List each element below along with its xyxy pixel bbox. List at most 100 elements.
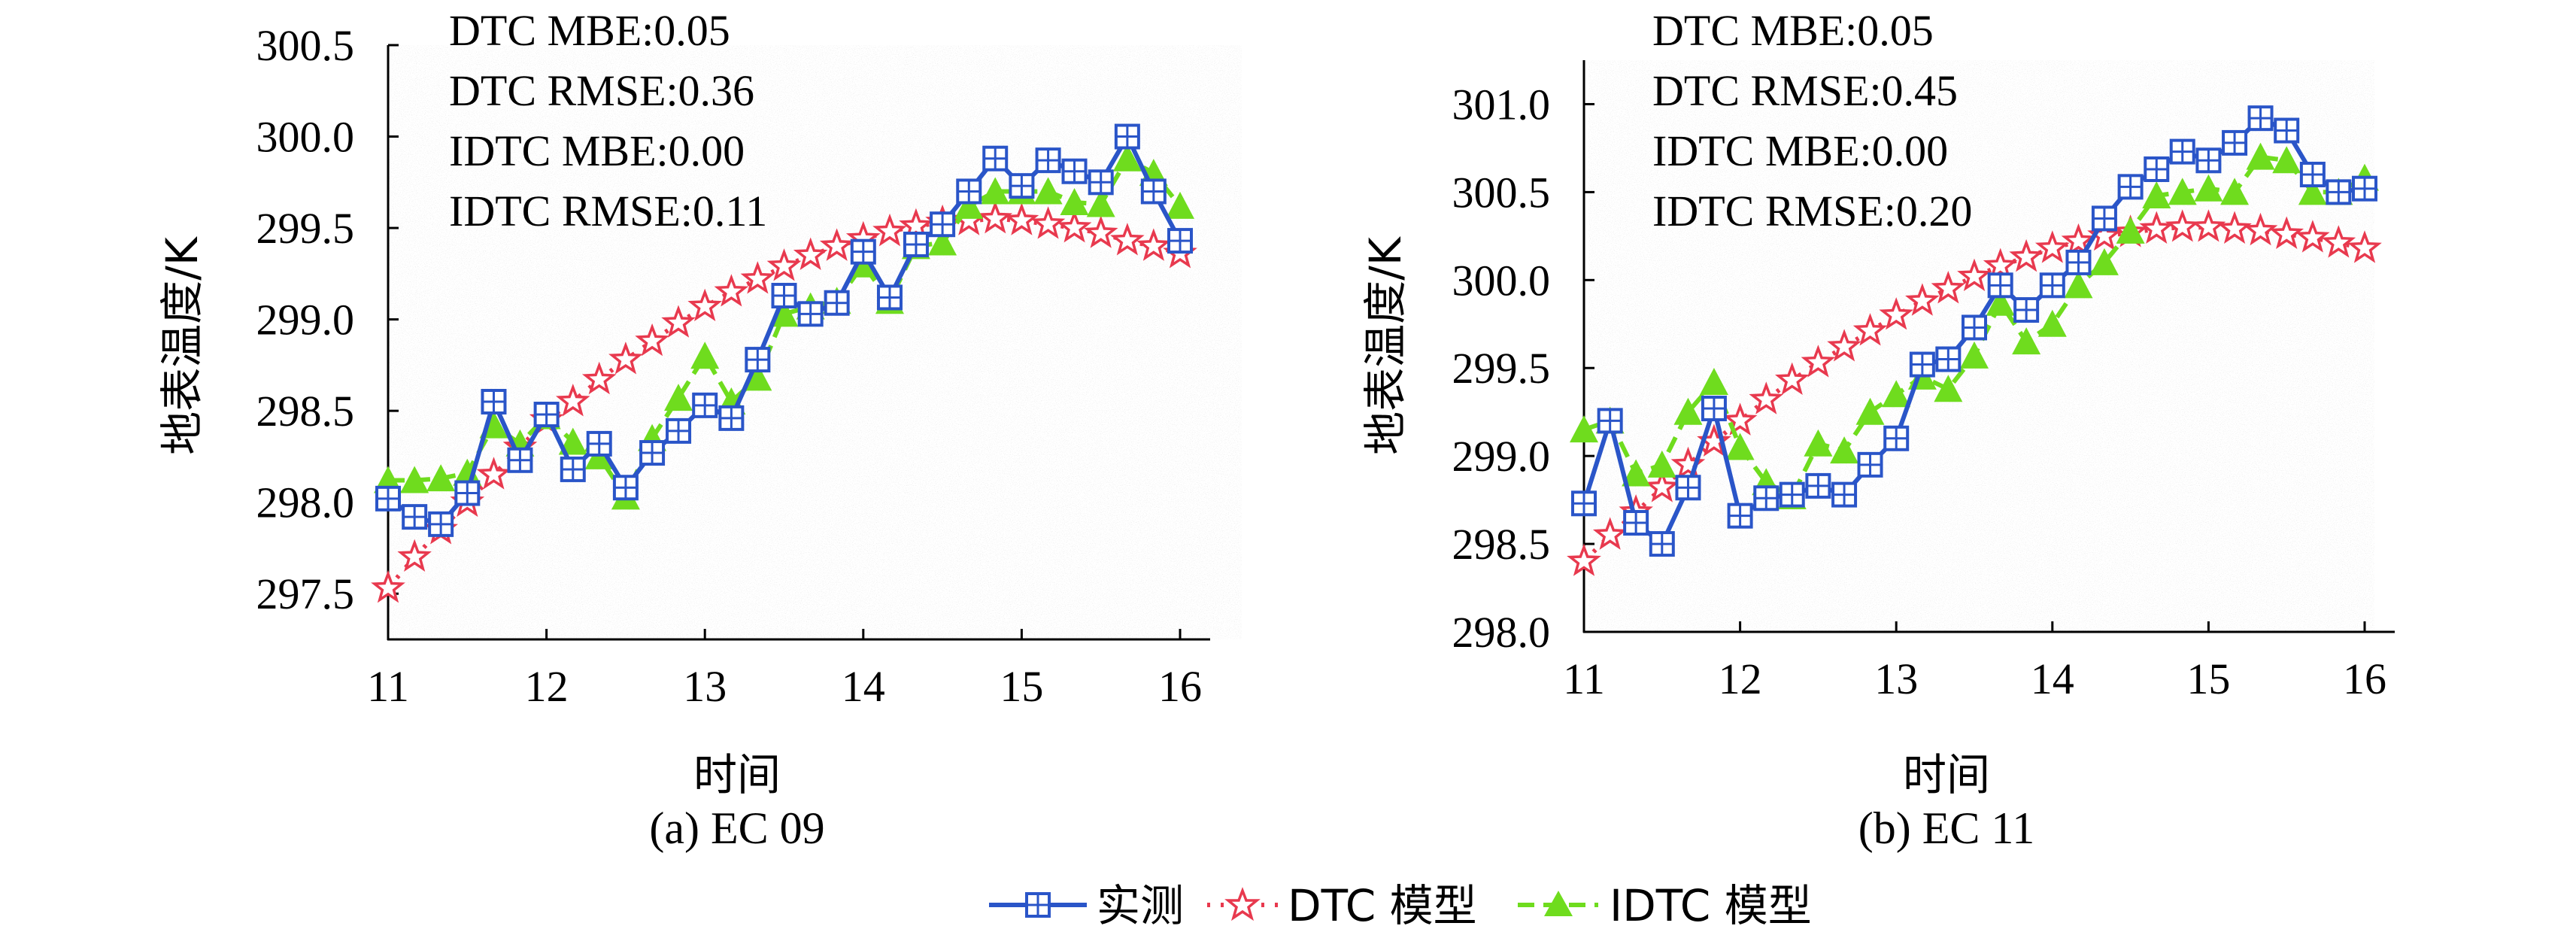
point-idtc bbox=[2194, 174, 2223, 202]
point-measured bbox=[1935, 346, 1962, 372]
chart-caption: (b) EC 11 bbox=[1858, 803, 2034, 853]
plot-background bbox=[388, 45, 1242, 639]
y-tick-label: 299.5 bbox=[256, 204, 355, 253]
point-measured bbox=[375, 485, 401, 512]
point-measured bbox=[692, 392, 718, 418]
legend-label-measured: 实测 bbox=[1097, 880, 1184, 926]
plot-area: 298.0 298.5 299.0 299.5 300.0 300.5 301.0 11 12 1… bbox=[1452, 60, 2395, 703]
legend-label-dtc: DTC 模型 bbox=[1288, 880, 1477, 926]
chart-ec11: 298.0 298.5 299.0 299.5 300.0 300.5 301.0 11 12 1… bbox=[1360, 6, 2395, 853]
point-idtc bbox=[664, 384, 693, 411]
point-dtc bbox=[1749, 381, 1784, 414]
point-measured bbox=[850, 238, 876, 265]
point-idtc bbox=[2168, 178, 2197, 205]
y-tick-label: 299.0 bbox=[256, 296, 355, 345]
point-idtc bbox=[2064, 271, 2093, 299]
point-dtc bbox=[1801, 345, 1836, 378]
point-measured bbox=[1597, 408, 1623, 434]
point-idtc bbox=[2272, 146, 2301, 174]
point-dtc bbox=[476, 457, 511, 490]
point-measured bbox=[824, 290, 850, 316]
point-dtc bbox=[1136, 228, 1171, 261]
point-measured bbox=[1727, 502, 1753, 529]
chart-caption: (a) EC 09 bbox=[649, 803, 824, 853]
y-tick-label: 298.0 bbox=[1452, 608, 1551, 657]
point-measured bbox=[1779, 481, 1805, 508]
point-measured bbox=[771, 283, 797, 309]
point-measured bbox=[1167, 228, 1193, 254]
y-tick-label: 297.5 bbox=[256, 569, 355, 618]
point-idtc bbox=[2142, 181, 2171, 209]
point-dtc bbox=[766, 248, 802, 281]
x-tick-label: 16 bbox=[1158, 662, 1202, 711]
x-tick-label: 14 bbox=[842, 662, 885, 711]
point-measured bbox=[1831, 481, 1858, 508]
point-dtc bbox=[1004, 202, 1039, 235]
point-measured bbox=[1623, 510, 1649, 536]
y-tick-label: 300.0 bbox=[1452, 256, 1551, 305]
point-dtc bbox=[2034, 230, 2070, 263]
annotation-dtc-mbe: DTC MBE:0.05 bbox=[1652, 6, 1934, 55]
point-measured bbox=[2352, 175, 2377, 202]
point-dtc bbox=[1644, 469, 1679, 502]
point-idtc bbox=[1570, 415, 1598, 443]
point-idtc bbox=[2220, 178, 2250, 205]
annotation-dtc-rmse: DTC RMSE:0.36 bbox=[449, 66, 754, 115]
point-dtc bbox=[2295, 220, 2330, 253]
point-idtc bbox=[981, 177, 1010, 205]
stats-annotations: DTC MBE:0.05 DTC RMSE:0.36 IDTC MBE:0.00… bbox=[449, 6, 767, 235]
x-tick-label: 12 bbox=[1719, 654, 1762, 703]
y-tick-label: 298.5 bbox=[1452, 520, 1551, 569]
annotation-idtc-mbe: IDTC MBE:0.00 bbox=[449, 126, 745, 175]
point-measured bbox=[402, 504, 428, 530]
point-dtc bbox=[1722, 402, 1758, 436]
legend-marker-square-icon bbox=[1025, 892, 1051, 918]
point-measured bbox=[2326, 179, 2352, 205]
x-tick-label: 15 bbox=[1000, 662, 1043, 711]
point-idtc bbox=[1622, 459, 1651, 487]
point-dtc bbox=[1905, 283, 1940, 316]
stats-annotations: DTC MBE:0.05 DTC RMSE:0.45 IDTC MBE:0.00… bbox=[1652, 6, 1972, 235]
point-measured bbox=[1962, 314, 1987, 341]
point-measured bbox=[1088, 169, 1114, 196]
point-idtc bbox=[1112, 144, 1142, 172]
legend-marker-star-icon bbox=[1224, 887, 1261, 921]
x-tick-label: 15 bbox=[2186, 654, 2230, 703]
point-idtc bbox=[426, 464, 456, 492]
point-dtc bbox=[555, 384, 590, 417]
point-dtc bbox=[1030, 206, 1066, 239]
point-dtc bbox=[1957, 258, 1992, 292]
x-axis-label: 时间 bbox=[693, 749, 781, 800]
series-dtc bbox=[1567, 209, 2382, 576]
point-idtc bbox=[1960, 341, 1989, 369]
point-measured bbox=[1805, 472, 1831, 499]
annotation-idtc-mbe: IDTC MBE:0.00 bbox=[1652, 126, 1948, 175]
point-measured bbox=[533, 402, 560, 428]
y-tick-label: 301.0 bbox=[1452, 80, 1551, 129]
point-measured bbox=[1987, 272, 2013, 299]
point-dtc bbox=[819, 228, 854, 261]
point-measured bbox=[797, 301, 824, 327]
point-dtc bbox=[793, 237, 828, 270]
point-dtc bbox=[1983, 247, 2018, 281]
point-measured bbox=[2222, 129, 2248, 156]
point-idtc bbox=[1934, 375, 1963, 402]
point-idtc bbox=[1986, 288, 2015, 316]
point-measured bbox=[454, 480, 481, 506]
point-idtc bbox=[1060, 188, 1089, 216]
point-measured bbox=[1061, 158, 1088, 184]
point-idtc bbox=[954, 191, 984, 219]
point-dtc bbox=[2191, 209, 2226, 242]
point-measured bbox=[2091, 205, 2117, 232]
point-dtc bbox=[714, 274, 749, 307]
point-measured bbox=[1035, 147, 1061, 174]
point-idtc bbox=[1804, 429, 1833, 457]
annotation-dtc-rmse: DTC RMSE:0.45 bbox=[1652, 66, 1958, 115]
legend-item-measured: 实测 bbox=[989, 880, 1184, 926]
point-measured bbox=[2144, 156, 2170, 182]
point-idtc bbox=[928, 228, 957, 256]
point-idtc bbox=[2246, 142, 2275, 170]
point-measured bbox=[745, 347, 771, 373]
point-measured bbox=[956, 178, 982, 205]
point-dtc bbox=[2347, 230, 2382, 263]
